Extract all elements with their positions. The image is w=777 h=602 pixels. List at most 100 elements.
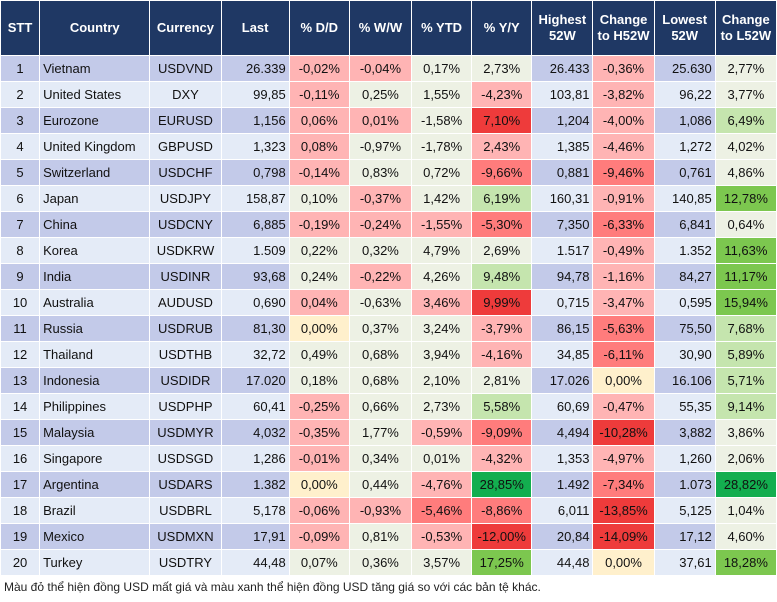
cell-ww: -0,93% [349, 498, 412, 523]
cell-yy: 2,81% [472, 368, 532, 393]
cell-ww: 0,34% [349, 446, 412, 471]
cell-stt: 14 [1, 394, 40, 419]
cell-high: 0,881 [532, 160, 593, 185]
cell-country: Indonesia [40, 368, 150, 393]
cell-ytd: 1,55% [412, 82, 472, 107]
cell-yy: -9,09% [472, 420, 532, 445]
cell-stt: 13 [1, 368, 40, 393]
cell-low: 1,260 [654, 446, 715, 471]
cell-ytd: -5,46% [412, 498, 472, 523]
cell-ww: 0,83% [349, 160, 412, 185]
cell-ytd: 4,79% [412, 238, 472, 263]
cell-dd: 0,18% [289, 368, 349, 393]
cell-dd: 0,06% [289, 108, 349, 133]
cell-high: 60,69 [532, 394, 593, 419]
table-row: 18 Brazil USDBRL 5,178 -0,06% -0,93% -5,46% -8,… [1, 498, 776, 523]
cell-chh: -3,82% [593, 82, 654, 107]
cell-dd: -0,35% [289, 420, 349, 445]
cell-ww: 0,36% [349, 550, 412, 575]
cell-high: 7,350 [532, 212, 593, 237]
cell-chl: 1,04% [715, 498, 776, 523]
cell-last: 158,87 [221, 186, 289, 211]
cell-high: 26.433 [532, 56, 593, 81]
cell-chh: -6,11% [593, 342, 654, 367]
cell-yy: 2,69% [472, 238, 532, 263]
cell-ytd: 3,24% [412, 316, 472, 341]
cell-country: Korea [40, 238, 150, 263]
cell-currency: USDSGD [150, 446, 221, 471]
cell-currency: USDRUB [150, 316, 221, 341]
cell-country: Singapore [40, 446, 150, 471]
cell-last: 81,30 [221, 316, 289, 341]
cell-high: 0,715 [532, 290, 593, 315]
cell-last: 4,032 [221, 420, 289, 445]
column-header: Change to L52W [715, 1, 776, 55]
cell-currency: USDCHF [150, 160, 221, 185]
cell-country: Thailand [40, 342, 150, 367]
cell-yy: -4,16% [472, 342, 532, 367]
cell-dd: -0,11% [289, 82, 349, 107]
cell-ww: 0,25% [349, 82, 412, 107]
cell-high: 1.517 [532, 238, 593, 263]
cell-low: 1,086 [654, 108, 715, 133]
cell-low: 96,22 [654, 82, 715, 107]
cell-chh: 0,00% [593, 550, 654, 575]
column-header: % D/D [289, 1, 349, 55]
table-row: 5 Switzerland USDCHF 0,798 -0,14% 0,83% 0,72% -… [1, 160, 776, 185]
cell-last: 6,885 [221, 212, 289, 237]
cell-low: 6,841 [654, 212, 715, 237]
table-row: 8 Korea USDKRW 1.509 0,22% 0,32% 4,79% 2,69% 1.5… [1, 238, 776, 263]
cell-chl: 6,49% [715, 108, 776, 133]
footnote: Màu đỏ thể hiện đồng USD mất giá và màu … [4, 580, 541, 594]
currency-table: STT Country Currency Last% D/D% W/W% YTD% Y… [1, 1, 776, 575]
cell-high: 1.492 [532, 472, 593, 497]
cell-chl: 28,82% [715, 472, 776, 497]
cell-high: 103,81 [532, 82, 593, 107]
cell-currency: USDJPY [150, 186, 221, 211]
cell-low: 1.352 [654, 238, 715, 263]
cell-currency: USDINR [150, 264, 221, 289]
cell-chl: 5,89% [715, 342, 776, 367]
cell-ytd: -1,55% [412, 212, 472, 237]
cell-currency: GBPUSD [150, 134, 221, 159]
cell-ytd: -1,78% [412, 134, 472, 159]
cell-currency: USDTHB [150, 342, 221, 367]
cell-ytd: 4,26% [412, 264, 472, 289]
cell-chl: 3,86% [715, 420, 776, 445]
cell-chh: -1,16% [593, 264, 654, 289]
cell-chh: -3,47% [593, 290, 654, 315]
cell-ww: -0,63% [349, 290, 412, 315]
cell-chl: 3,77% [715, 82, 776, 107]
cell-yy: 17,25% [472, 550, 532, 575]
cell-ytd: -0,53% [412, 524, 472, 549]
cell-chh: -4,00% [593, 108, 654, 133]
cell-chl: 4,86% [715, 160, 776, 185]
cell-stt: 19 [1, 524, 40, 549]
cell-yy: -12,00% [472, 524, 532, 549]
cell-stt: 11 [1, 316, 40, 341]
cell-country: Argentina [40, 472, 150, 497]
cell-last: 1,286 [221, 446, 289, 471]
cell-chl: 11,63% [715, 238, 776, 263]
cell-high: 160,31 [532, 186, 593, 211]
table-row: 13 Indonesia USDIDR 17.020 0,18% 0,68% 2,10% 2,… [1, 368, 776, 393]
cell-dd: 0,07% [289, 550, 349, 575]
cell-stt: 18 [1, 498, 40, 523]
cell-currency: DXY [150, 82, 221, 107]
cell-ytd: 1,42% [412, 186, 472, 211]
cell-currency: USDARS [150, 472, 221, 497]
cell-high: 86,15 [532, 316, 593, 341]
cell-high: 17.026 [532, 368, 593, 393]
cell-chl: 11,17% [715, 264, 776, 289]
cell-high: 20,84 [532, 524, 593, 549]
cell-chh: -0,49% [593, 238, 654, 263]
cell-stt: 17 [1, 472, 40, 497]
cell-ww: 0,68% [349, 342, 412, 367]
cell-last: 0,690 [221, 290, 289, 315]
cell-chl: 9,14% [715, 394, 776, 419]
cell-currency: USDKRW [150, 238, 221, 263]
cell-dd: 0,22% [289, 238, 349, 263]
cell-chh: -6,33% [593, 212, 654, 237]
cell-low: 1.073 [654, 472, 715, 497]
cell-chl: 12,78% [715, 186, 776, 211]
